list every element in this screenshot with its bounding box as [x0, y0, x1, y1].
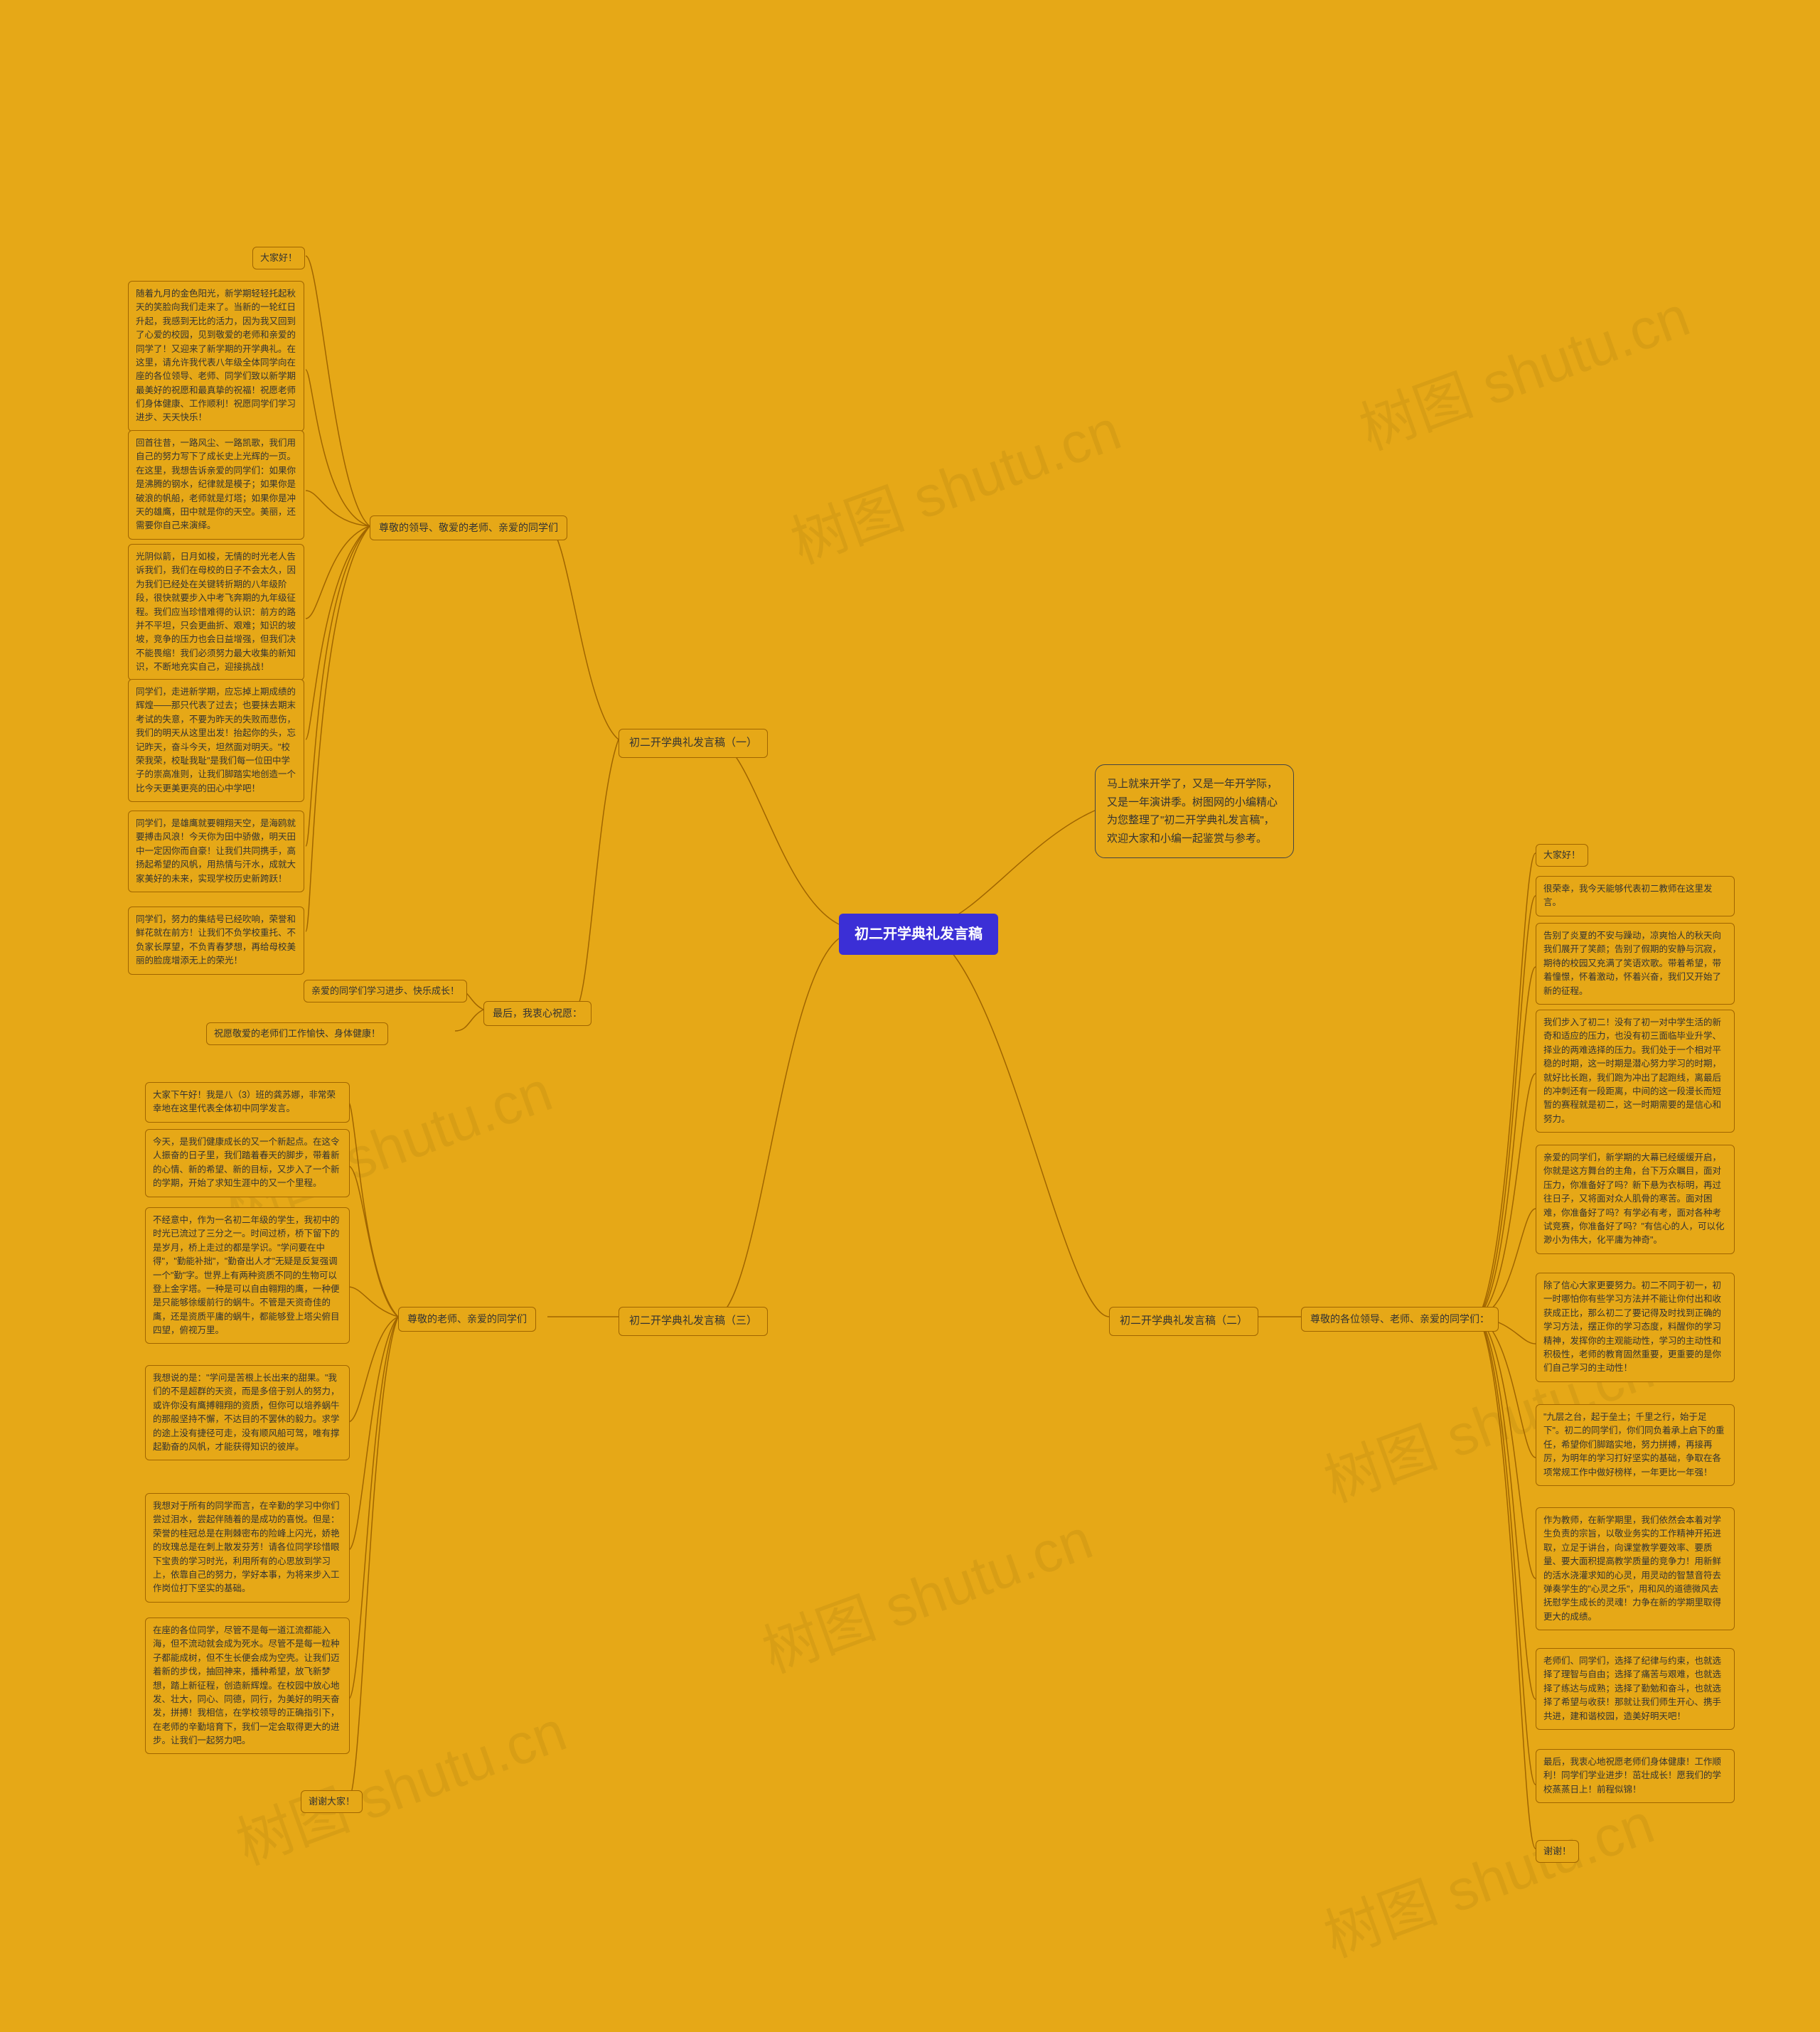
watermark: 树图 shutu.cn — [1312, 1778, 1664, 1974]
watermark: 树图 shutu.cn — [1347, 271, 1699, 466]
branch2-leaf: 老师们、同学们，选择了纪律与约束，也就选择了理智与自由；选择了痛苦与艰难，也就选… — [1536, 1648, 1735, 1730]
branch3-subhead: 尊敬的老师、亲爱的同学们 — [398, 1307, 536, 1332]
branch1-leaf: 回首往昔，一路风尘、一路凯歌，我们用自己的努力写下了成长史上光辉的一页。在这里，… — [128, 430, 304, 540]
branch3-leaf: 我想说的是："学问是苦根上长出来的甜果。"我们的不是超群的天资，而是多倍于别人的… — [145, 1365, 350, 1460]
branch2-leaf: 很荣幸，我今天能够代表初二教师在这里发言。 — [1536, 876, 1735, 916]
watermark: 树图 shutu.cn — [750, 1494, 1102, 1689]
branch1-wish-item: 祝愿敬爱的老师们工作愉快、身体健康！ — [206, 1022, 388, 1045]
branch1-wish-head: 最后，我衷心祝愿： — [483, 1001, 592, 1026]
branch3-leaf: 大家下午好！我是八（3）班的龚苏娜，非常荣幸地在这里代表全体初中同学发言。 — [145, 1082, 350, 1123]
branch1-greet: 大家好！ — [252, 247, 305, 269]
branch3-leaf: 我想对于所有的同学而言，在辛勤的学习中你们尝过泪水，尝起伴随着的是成功的喜悦。但… — [145, 1493, 350, 1603]
branch2-leaf: "九层之台，起于垒土；千里之行，始于足下"。初二的同学们，你们同负着承上启下的重… — [1536, 1404, 1735, 1486]
branch3-leaf: 不经意中，作为一名初二年级的学生，我初中的时光已流过了三分之一。时间过桥，桥下留… — [145, 1207, 350, 1344]
branch2-title: 初二开学典礼发言稿（二） — [1109, 1307, 1258, 1336]
branch2-leaf: 我们步入了初二！没有了初一对中学生活的新奇和适应的压力，也没有初三面临毕业升学、… — [1536, 1010, 1735, 1133]
root-node: 初二开学典礼发言稿 — [839, 914, 998, 955]
branch2-subhead: 尊敬的各位领导、老师、亲爱的同学们： — [1301, 1307, 1499, 1332]
branch1-wish-item: 亲爱的同学们学习进步、快乐成长！ — [304, 980, 467, 1002]
branch3-tail: 谢谢大家！ — [301, 1790, 363, 1813]
branch2-leaf: 最后，我衷心地祝愿老师们身体健康！工作顺利！同学们学业进步！茁壮成长！愿我们的学… — [1536, 1749, 1735, 1803]
branch1-subhead: 尊敬的领导、敬爱的老师、亲爱的同学们 — [370, 515, 567, 540]
branch1-title: 初二开学典礼发言稿（一） — [619, 729, 768, 758]
watermark: 树图 shutu.cn — [778, 385, 1130, 580]
branch2-leaf: 除了信心大家更要努力。初二不同于初一，初一时哪怕你有些学习方法并不能让你付出和收… — [1536, 1273, 1735, 1382]
branch1-leaf: 随着九月的金色阳光，新学期轻轻托起秋天的笑脸向我们走来了。当新的一轮红日升起，我… — [128, 281, 304, 432]
branch2-greet: 大家好！ — [1536, 844, 1588, 867]
branch1-leaf: 同学们，走进新学期，应忘掉上期成绩的辉煌——那只代表了过去；也要抹去期末考试的失… — [128, 679, 304, 802]
branch2-leaf: 告别了炎夏的不安与躁动，凉爽怡人的秋天向我们展开了笑颜；告别了假期的安静与沉寂，… — [1536, 923, 1735, 1005]
branch1-leaf: 同学们，是雄鹰就要翱翔天空，是海鸥就要搏击风浪！今天你为田中骄傲，明天田中一定因… — [128, 811, 304, 892]
branch1-leaf: 光阴似箭，日月如梭，无情的时光老人告诉我们，我们在母校的日子不会太久，因为我们已… — [128, 544, 304, 680]
branch3-leaf: 在座的各位同学，尽管不是每一道江流都能入海，但不流动就会成为死水。尽管不是每一粒… — [145, 1617, 350, 1754]
branch3-title: 初二开学典礼发言稿（三） — [619, 1307, 768, 1336]
branch1-leaf: 同学们，努力的集结号已经吹响，荣誉和鲜花就在前方！让我们不负学校重托、不负家长厚… — [128, 907, 304, 975]
branch2-leaf: 谢谢！ — [1536, 1840, 1579, 1863]
intro-node: 马上就来开学了，又是一年开学际，又是一年演讲季。树图网的小编精心为您整理了"初二… — [1095, 764, 1294, 858]
branch2-leaf: 亲爱的同学们，新学期的大幕已经缓缓开启，你就是这方舞台的主角，台下万众瞩目，面对… — [1536, 1145, 1735, 1254]
branch2-leaf: 作为教师，在新学期里，我们依然会本着对学生负责的宗旨，以敬业务实的工作精神开拓进… — [1536, 1507, 1735, 1630]
branch3-leaf: 今天，是我们健康成长的又一个新起点。在这令人振奋的日子里，我们踏着春天的脚步，带… — [145, 1129, 350, 1197]
canvas: 树图 shutu.cn 树图 shutu.cn 树图 shutu.cn 树图 s… — [0, 0, 1820, 2032]
